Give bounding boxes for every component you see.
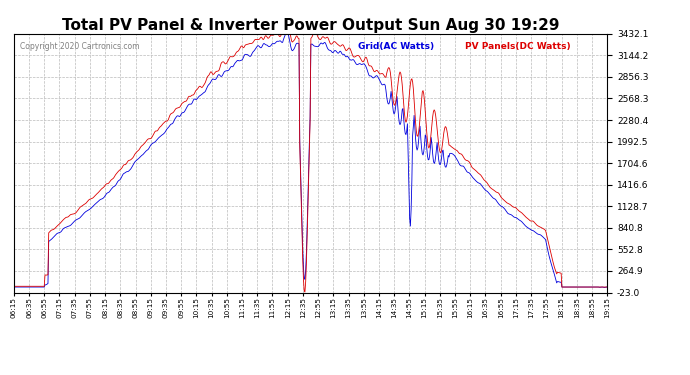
Text: Copyright 2020 Cartronics.com: Copyright 2020 Cartronics.com	[20, 42, 139, 51]
Text: PV Panels(DC Watts): PV Panels(DC Watts)	[465, 42, 571, 51]
Title: Total PV Panel & Inverter Power Output Sun Aug 30 19:29: Total PV Panel & Inverter Power Output S…	[61, 18, 560, 33]
Text: Grid(AC Watts): Grid(AC Watts)	[358, 42, 434, 51]
